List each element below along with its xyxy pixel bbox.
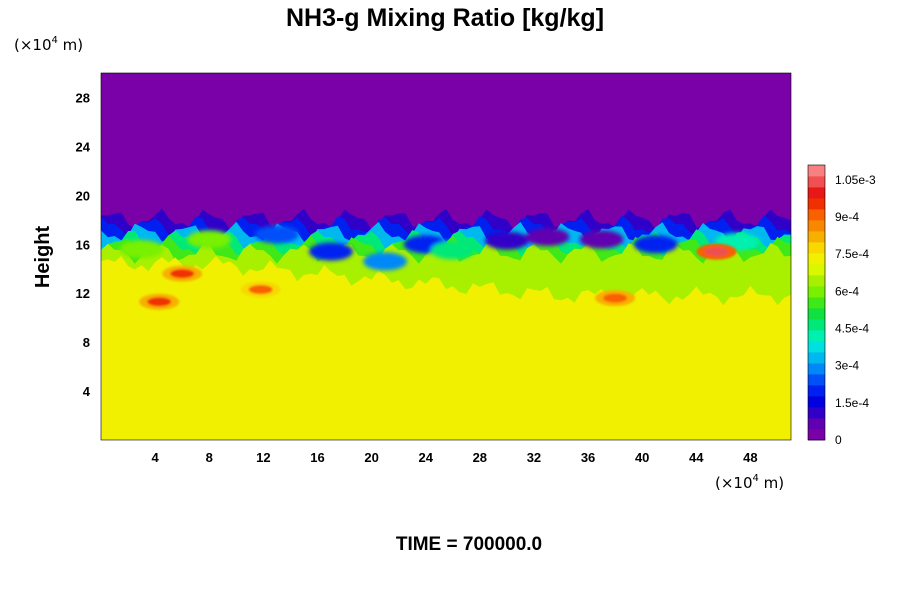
hotspot-core [603, 293, 628, 303]
colorbar-swatch [808, 165, 825, 177]
chart-title: NH3-g Mixing Ratio [kg/kg] [286, 4, 604, 32]
colorbar-frame [807, 164, 826, 441]
eddy [579, 230, 624, 249]
x-tick-label: 28 [473, 450, 487, 465]
colorbar-swatch [808, 242, 825, 254]
x-tick-label: 48 [743, 450, 757, 465]
colorbar-swatch [808, 231, 825, 243]
eddy [119, 240, 164, 259]
eddy [525, 227, 570, 246]
colorbar-swatch [808, 429, 825, 441]
colorbar-tick-label: 3e-4 [835, 359, 859, 373]
eddy [254, 225, 299, 244]
hotspot-core [170, 269, 195, 279]
colorbar-swatch [808, 275, 825, 287]
colorbar-swatch [808, 297, 825, 309]
x-tick-label: 32 [527, 450, 541, 465]
colorbar-tick-label: 7.5e-4 [835, 247, 869, 261]
x-axis-unit: (×104 m) [715, 473, 784, 492]
y-tick-label: 16 [76, 237, 90, 252]
colorbar-swatch [808, 308, 825, 320]
y-tick-label: 28 [76, 90, 90, 105]
colorbar-swatch [808, 374, 825, 386]
x-tick-label: 20 [364, 450, 378, 465]
hotspot-core [248, 285, 273, 295]
eddy-group [119, 225, 759, 271]
colorbar-tick-label: 0 [835, 433, 842, 447]
y-tick-label: 4 [83, 384, 91, 399]
y-axis-unit: (×104 m) [14, 35, 83, 54]
eddy [363, 252, 408, 271]
y-axis-ticks: 4 8 12 16 20 24 28 [76, 90, 91, 399]
hotspot-core [704, 247, 729, 257]
y-tick-label: 12 [76, 286, 90, 301]
x-axis-ticks: 4 8 12 16 20 24 28 32 36 40 44 48 [152, 450, 758, 465]
colorbar-labels: 0 1.5e-4 3e-4 4.5e-4 6e-4 7.5e-4 9e-4 1.05e-3 [835, 173, 876, 447]
x-tick-label: 8 [206, 450, 213, 465]
colorbar-tick-label: 4.5e-4 [835, 322, 869, 336]
field-layer [101, 73, 791, 440]
eddy [484, 231, 529, 250]
plot-area [101, 73, 791, 440]
colorbar-swatch [808, 352, 825, 364]
colorbar-tick-label: 9e-4 [835, 210, 859, 224]
colorbar-swatch [808, 319, 825, 331]
eddy [187, 230, 232, 249]
colorbar-swatch [808, 330, 825, 342]
colorbar-tick-label: 1.5e-4 [835, 396, 869, 410]
time-label: TIME = 700000.0 [396, 534, 542, 555]
colorbar-swatch [808, 209, 825, 221]
y-tick-label: 20 [76, 188, 90, 203]
colorbar-swatch [808, 407, 825, 419]
y-tick-label: 8 [83, 335, 90, 350]
x-tick-label: 40 [635, 450, 649, 465]
x-tick-label: 24 [418, 450, 433, 465]
colorbar-swatch [808, 363, 825, 375]
colorbar-swatch [808, 187, 825, 199]
y-axis-label: Height [32, 226, 54, 289]
eddy [309, 242, 353, 261]
colorbar-swatch [808, 286, 825, 298]
colorbar-swatch [808, 198, 825, 210]
y-tick-label: 24 [76, 139, 91, 154]
x-tick-label: 16 [310, 450, 324, 465]
x-tick-label: 4 [152, 450, 160, 465]
hotspot-group [139, 243, 737, 310]
colorbar-swatch [808, 264, 825, 276]
colorbar-swatch [808, 253, 825, 265]
eddy [633, 235, 678, 254]
colorbar-swatch [808, 418, 825, 430]
plot-frame [100, 72, 792, 441]
colorbar-swatch [808, 176, 825, 188]
x-tick-label: 36 [581, 450, 595, 465]
colorbar-tick-label: 1.05e-3 [835, 173, 876, 187]
colorbar-swatch [808, 385, 825, 397]
eddy [430, 241, 475, 260]
x-tick-label: 12 [256, 450, 270, 465]
colorbar-swatch [808, 341, 825, 353]
colorbar-tick-label: 6e-4 [835, 284, 859, 298]
colorbar [807, 164, 826, 441]
hotspot-core [147, 297, 172, 307]
colorbar-swatch [808, 220, 825, 232]
x-tick-label: 44 [689, 450, 704, 465]
colorbar-swatch [808, 396, 825, 408]
